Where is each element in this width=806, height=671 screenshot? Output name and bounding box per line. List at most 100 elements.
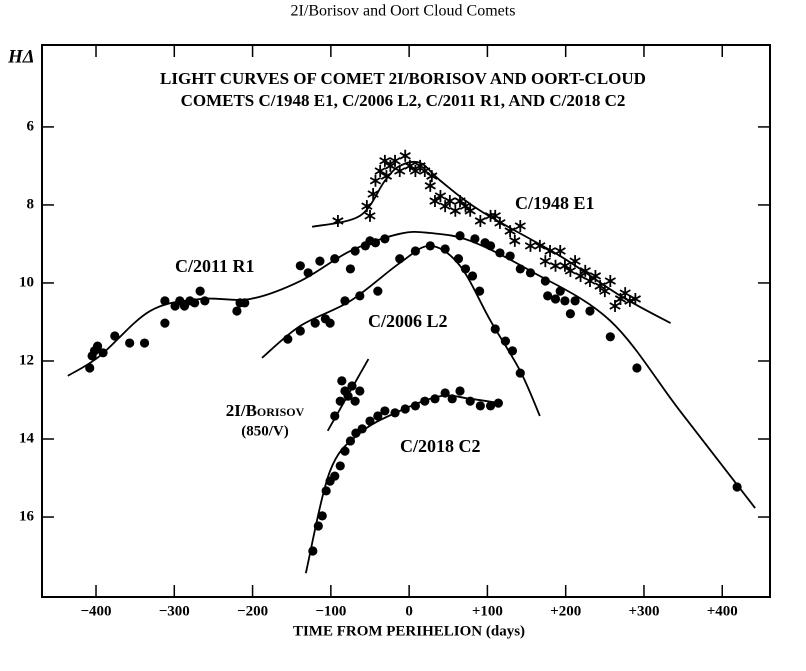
series-label: C/2018 C2	[400, 436, 481, 456]
dot-point	[355, 291, 365, 301]
x-tick-label: +200	[550, 603, 581, 619]
asterisk-point	[464, 204, 476, 217]
dot-point	[585, 306, 595, 316]
asterisk-point	[399, 149, 411, 162]
dot-point	[98, 348, 108, 358]
asterisk-point	[384, 159, 396, 172]
dot-point	[467, 271, 478, 281]
asterisk-point	[379, 154, 391, 167]
dot-point	[455, 386, 465, 396]
asterisk-point	[424, 179, 436, 192]
dot-point	[500, 336, 511, 346]
dot-point	[125, 338, 135, 348]
dot-point	[400, 404, 410, 414]
asterisk-point	[380, 170, 393, 183]
dot-point	[493, 398, 503, 408]
dot-point	[295, 326, 305, 336]
dot-point	[460, 264, 471, 274]
asterisk-point	[549, 259, 562, 272]
dot-point	[440, 388, 450, 398]
dot-point	[447, 394, 457, 404]
asterisk-point	[609, 299, 621, 312]
dot-point	[470, 234, 480, 244]
asterisk-point	[449, 204, 461, 217]
x-tick-label: −300	[159, 603, 190, 619]
asterisk-point	[579, 264, 591, 277]
dot-point	[370, 238, 381, 248]
plot-frame	[41, 44, 771, 598]
chart-title: LIGHT CURVES OF COMET 2I/BORISOV AND OOR…	[160, 69, 646, 88]
asterisk-point	[629, 292, 642, 305]
x-tick-label: 0	[405, 603, 413, 619]
dot-point	[474, 286, 485, 296]
dot-point	[507, 346, 518, 356]
asterisk-point	[426, 170, 438, 183]
asterisk-point	[594, 280, 606, 293]
dot-point	[317, 511, 327, 521]
x-tick-label: −200	[237, 603, 268, 619]
dot-point	[139, 338, 150, 348]
asterisk-point	[374, 165, 386, 178]
dot-point	[515, 368, 525, 378]
asterisk-point	[389, 154, 401, 167]
asterisk-point	[361, 200, 373, 213]
y-tick-label: 8	[27, 196, 35, 212]
x-tick-label: −400	[80, 603, 111, 619]
asterisk-point	[414, 159, 426, 172]
dot-point	[373, 286, 383, 296]
asterisk-point	[367, 188, 379, 201]
dot-point	[350, 246, 360, 256]
dot-point	[357, 424, 367, 434]
dot-point	[195, 286, 205, 296]
asterisk-point	[404, 159, 416, 172]
dot-point	[455, 231, 465, 241]
dot-point	[313, 521, 323, 531]
dot-point	[340, 296, 350, 306]
x-tick-label: +100	[472, 603, 503, 619]
dot-point	[420, 396, 430, 406]
dot-point	[330, 411, 340, 421]
asterisk-point	[599, 285, 611, 298]
dot-point	[515, 264, 525, 274]
dot-point	[232, 306, 242, 316]
chart-title: COMETS C/1948 E1, C/2006 L2, C/2011 R1, …	[181, 91, 626, 110]
dot-point	[410, 401, 420, 411]
dot-point	[160, 296, 170, 306]
asterisk-point	[429, 195, 441, 208]
dot-point	[632, 363, 642, 373]
asterisk-point	[554, 244, 566, 257]
dot-point	[315, 256, 325, 266]
dot-point	[343, 391, 353, 401]
dot-point	[85, 363, 95, 373]
dot-point	[92, 341, 103, 351]
dot-point	[495, 248, 505, 258]
series-label: C/2006 L2	[368, 311, 448, 331]
asterisk-point	[459, 200, 472, 213]
asterisk-point	[504, 225, 516, 238]
y-tick-label: 12	[19, 352, 34, 368]
dot-point	[303, 268, 313, 278]
dot-point	[550, 294, 561, 304]
asterisk-point	[514, 220, 526, 233]
y-tick-label: 6	[27, 118, 35, 134]
dot-point	[190, 298, 200, 308]
dot-point	[605, 332, 615, 342]
dot-point	[540, 276, 550, 286]
asterisk-point	[619, 287, 631, 300]
asterisk-point	[574, 269, 587, 282]
dot-point	[570, 296, 580, 306]
series-label: C/1948 E1	[515, 193, 595, 213]
asterisk-point	[494, 216, 506, 229]
dot-point	[505, 251, 515, 261]
x-axis-label: TIME FROM PERIHELION (days)	[293, 623, 525, 639]
dot-point	[345, 436, 356, 446]
dot-point	[110, 331, 120, 341]
dot-point	[410, 246, 420, 256]
dot-point	[295, 261, 305, 271]
dot-point	[330, 471, 340, 481]
dot-point	[732, 482, 742, 492]
asterisk-point	[604, 275, 616, 288]
dot-point	[347, 381, 357, 391]
page-header: 2I/Borisov and Oort Cloud Comets	[291, 3, 516, 20]
